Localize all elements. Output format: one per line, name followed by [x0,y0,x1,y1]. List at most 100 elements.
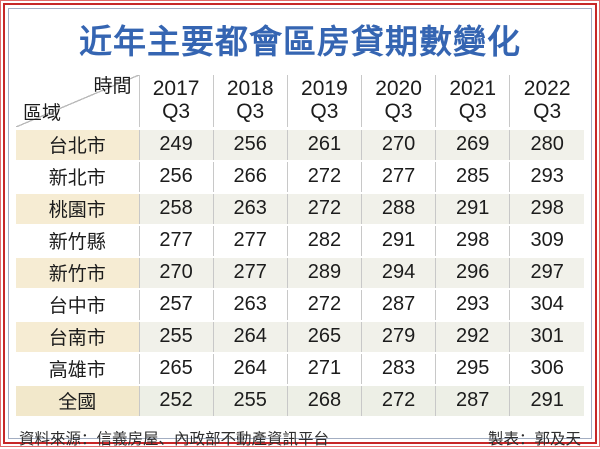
inner-frame: 近年主要都會區房貸期數變化 時間 區域 2017 Q3 [8,8,592,448]
value-cell: 293 [509,160,584,194]
region-label-cell: 新北市 [16,160,139,194]
quarter-label: Q3 [533,99,562,123]
year-label: 2019 [301,77,348,101]
value-cell: 268 [286,384,362,418]
table-row: 高雄市 265 264 271 283 295 306 [16,352,584,386]
value-cell: 297 [509,256,584,290]
value-cell: 255 [138,320,214,354]
quarter-label: Q3 [458,99,487,123]
table-row-national-total: 全國 252 255 268 272 287 291 [16,384,584,418]
table-row: 台南市 255 264 265 279 292 301 [16,320,584,354]
year-label: 2022 [523,77,571,101]
value-cell: 291 [509,384,584,418]
value-cell: 298 [435,224,510,258]
table-row: 台中市 257 263 272 287 293 304 [16,288,584,322]
value-cell: 301 [509,320,584,354]
year-label: 2020 [375,77,422,101]
year-label: 2017 [152,77,200,101]
value-cell: 285 [435,160,510,194]
corner-header-cell: 時間 區域 [16,74,139,130]
value-cell: 289 [286,256,362,290]
value-cell: 306 [509,352,584,386]
value-cell: 293 [435,288,510,322]
value-cell: 277 [138,224,214,258]
value-cell: 271 [286,352,362,386]
value-cell: 272 [360,384,436,418]
table-row: 新竹縣 277 277 282 291 298 309 [16,224,584,258]
year-label: 2021 [449,77,497,101]
mortgage-term-table: 時間 區域 2017 Q3 2018 Q3 2019 Q3 [16,74,584,418]
data-source-label: 資料來源：信義房屋、內政部不動產資訊平台 [19,430,330,448]
value-cell: 266 [212,160,288,194]
table-row: 台北市 249 256 261 270 269 280 [16,128,584,162]
value-cell: 256 [212,128,288,162]
quarter-label: Q3 [310,99,339,123]
value-cell: 287 [435,384,510,418]
region-label-cell: 台北市 [16,128,139,162]
value-cell: 283 [360,352,436,386]
value-cell: 304 [509,288,584,322]
value-cell: 277 [212,256,288,290]
table-row: 桃園市 258 263 272 288 291 298 [16,192,584,226]
value-cell: 277 [360,160,436,194]
value-cell: 287 [360,288,436,322]
value-cell: 298 [509,192,584,226]
region-label-cell: 桃園市 [16,192,139,226]
value-cell: 269 [435,128,510,162]
value-cell: 265 [286,320,362,354]
corner-time-label: 時間 [93,75,132,97]
region-label-cell: 全國 [16,384,139,418]
value-cell: 261 [286,128,362,162]
value-cell: 270 [360,128,436,162]
value-cell: 288 [360,192,436,226]
value-cell: 294 [360,256,436,290]
value-cell: 282 [286,224,362,258]
value-cell: 309 [509,224,584,258]
region-label-cell: 台中市 [16,288,139,322]
value-cell: 295 [435,352,510,386]
year-column-header: 2022 Q3 [509,74,584,130]
value-cell: 256 [138,160,214,194]
year-column-header: 2017 Q3 [138,74,214,130]
page-title: 近年主要都會區房貸期數變化 [79,23,521,60]
region-label-cell: 高雄市 [16,352,139,386]
value-cell: 280 [509,128,584,162]
year-column-header: 2018 Q3 [212,74,288,130]
value-cell: 272 [286,288,362,322]
year-column-header: 2019 Q3 [286,74,362,130]
quarter-label: Q3 [384,99,413,123]
value-cell: 270 [138,256,214,290]
value-cell: 264 [212,320,288,354]
value-cell: 291 [435,192,510,226]
footnote-bar: 資料來源：信義房屋、內政部不動產資訊平台 製表：郭及天 [16,418,584,449]
region-label-cell: 新竹市 [16,256,139,290]
value-cell: 257 [138,288,214,322]
corner-region-label: 區域 [23,103,62,125]
value-cell: 252 [138,384,214,418]
quarter-label: Q3 [236,99,265,123]
value-cell: 263 [212,192,288,226]
value-cell: 249 [138,128,214,162]
value-cell: 279 [360,320,436,354]
value-cell: 272 [286,160,362,194]
value-cell: 255 [212,384,288,418]
value-cell: 277 [212,224,288,258]
value-cell: 292 [435,320,510,354]
value-cell: 272 [286,192,362,226]
year-column-header: 2020 Q3 [360,74,436,130]
value-cell: 258 [138,192,214,226]
value-cell: 265 [138,352,214,386]
region-label-cell: 新竹縣 [16,224,139,258]
value-cell: 291 [360,224,436,258]
table-row: 新北市 256 266 272 277 285 293 [16,160,584,194]
quarter-label: Q3 [162,99,191,123]
value-cell: 263 [212,288,288,322]
header-row: 時間 區域 2017 Q3 2018 Q3 2019 Q3 [16,74,584,130]
table-row: 新竹市 270 277 289 294 296 297 [16,256,584,290]
region-label-cell: 台南市 [16,320,139,354]
value-cell: 296 [435,256,510,290]
year-label: 2018 [226,77,274,101]
red-frame: 近年主要都會區房貸期數變化 時間 區域 2017 Q3 [3,3,597,448]
value-cell: 264 [212,352,288,386]
